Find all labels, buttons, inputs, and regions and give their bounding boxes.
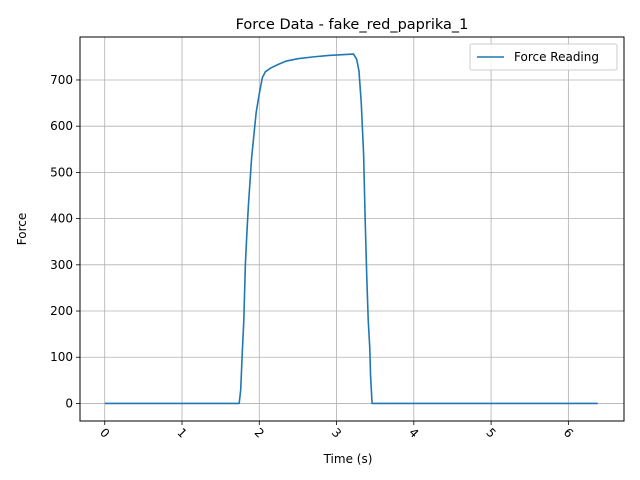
y-tick-label: 100 [50, 350, 73, 364]
chart-title: Force Data - fake_red_paprika_1 [236, 17, 469, 33]
y-tick-label: 200 [50, 304, 73, 318]
y-tick-label: 300 [50, 258, 73, 272]
x-axis-label: Time (s) [323, 452, 373, 466]
y-axis-ticks: 0 100 200 300 400 500 600 700 [50, 73, 80, 410]
y-axis-label: Force [15, 213, 29, 245]
y-tick-label: 700 [50, 73, 73, 87]
y-tick-label: 0 [65, 396, 73, 410]
y-tick-label: 600 [50, 119, 73, 133]
series-line-force-reading [104, 53, 598, 405]
legend-label: Force Reading [514, 50, 599, 64]
plot-area [80, 37, 624, 421]
series-layer [104, 53, 598, 405]
plot-frame [79, 36, 625, 422]
y-tick-label: 500 [50, 165, 73, 179]
y-tick-label: 400 [50, 212, 73, 226]
legend: Force Reading [469, 43, 618, 71]
legend-box [469, 43, 618, 71]
